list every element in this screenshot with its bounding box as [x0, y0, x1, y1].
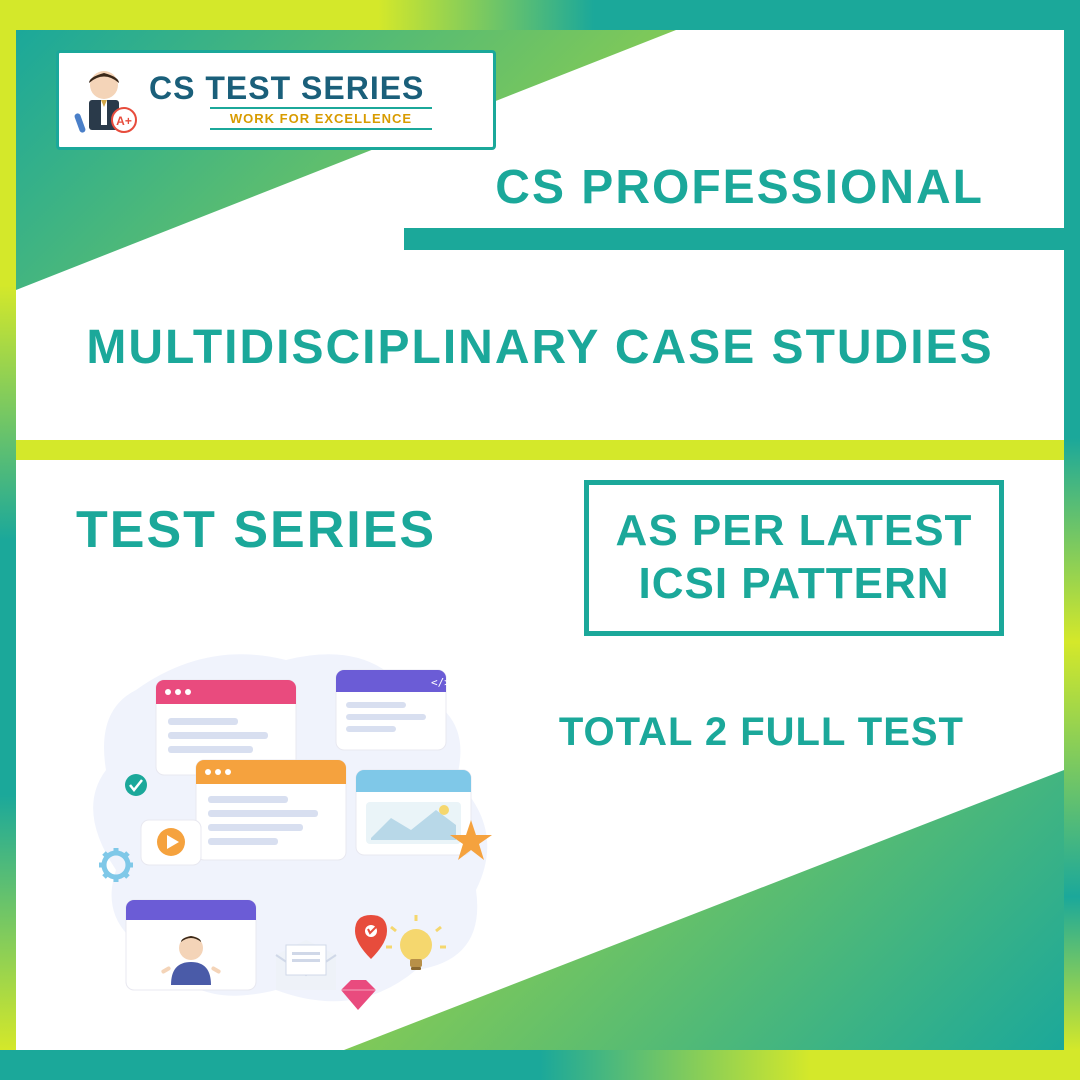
total-test-label: TOTAL 2 FULL TEST: [559, 710, 964, 755]
test-series-label: TEST SERIES: [76, 500, 436, 560]
yellow-divider: [16, 440, 1064, 460]
illustration: </>: [56, 610, 516, 1030]
heading-cs-professional: CS PROFESSIONAL: [495, 160, 984, 215]
content-area: A+ CS TEST SERIES WORK FOR EXCELLENCE CS…: [16, 30, 1064, 1050]
teal-divider: [404, 228, 1064, 250]
logo-title: CS TEST SERIES: [149, 70, 483, 107]
pattern-line2: ICSI PATTERN: [609, 558, 979, 611]
logo-subtitle: WORK FOR EXCELLENCE: [210, 107, 432, 130]
logo-text: CS TEST SERIES WORK FOR EXCELLENCE: [149, 70, 483, 130]
svg-text:</>: </>: [431, 676, 451, 689]
heading-subject: MULTIDISCIPLINARY CASE STUDIES: [16, 320, 1064, 375]
border-right: [1064, 30, 1080, 1050]
pattern-box: AS PER LATEST ICSI PATTERN: [584, 480, 1004, 636]
svg-text:A+: A+: [116, 114, 132, 128]
logo-box: A+ CS TEST SERIES WORK FOR EXCELLENCE: [56, 50, 496, 150]
pattern-line1: AS PER LATEST: [609, 505, 979, 558]
border-left: [0, 30, 16, 1050]
logo-person-icon: A+: [69, 65, 139, 135]
border-top: [0, 0, 1080, 30]
border-bottom: [0, 1050, 1080, 1080]
